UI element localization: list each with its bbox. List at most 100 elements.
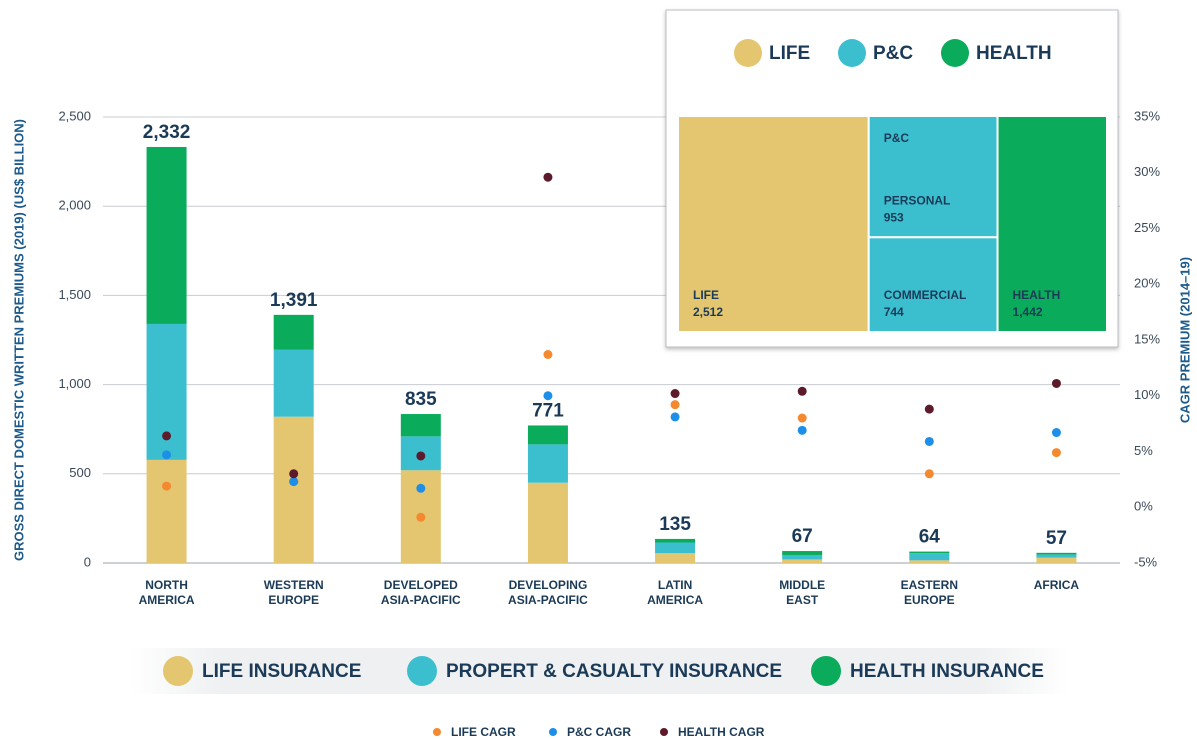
treemap-group-label: P&C — [884, 131, 910, 145]
x-tick-label: NORTH AMERICA — [138, 578, 195, 607]
cagr-dot — [797, 386, 807, 396]
bar-segment — [655, 553, 696, 563]
cagr-dot — [416, 451, 426, 461]
cagr-dot — [670, 400, 680, 410]
bar-segment — [655, 538, 696, 543]
x-tick-label: WESTERN EUROPE — [263, 578, 324, 607]
cagr-dot — [289, 469, 299, 479]
bar-segment — [527, 425, 568, 445]
cagr-dot — [543, 349, 553, 359]
treemap-label: COMMERCIAL — [884, 288, 967, 302]
y-tick-label: 1,500 — [58, 287, 91, 302]
cagr-dot — [162, 431, 172, 441]
y2-tick-label: 0% — [1134, 499, 1153, 514]
cagr-dot — [924, 404, 934, 414]
bar-segment — [909, 560, 950, 563]
inset-legend-label: HEALTH — [976, 43, 1052, 64]
legend-swatch — [407, 656, 437, 686]
total-label: 57 — [1046, 528, 1067, 549]
bar-segment — [146, 459, 187, 563]
cagr-dot — [797, 425, 807, 435]
y-tick-label: 2,000 — [58, 198, 91, 213]
bar-segment — [909, 553, 950, 561]
bar-segment — [782, 554, 823, 560]
y2-tick-label: -5% — [1134, 554, 1158, 569]
bar-segment — [273, 349, 314, 417]
legend-label: LIFE CAGR — [451, 725, 516, 739]
legend-label: LIFE INSURANCE — [202, 661, 361, 682]
total-label: 835 — [405, 389, 437, 410]
treemap-label: PERSONAL — [884, 193, 951, 207]
bar-segment — [146, 146, 187, 324]
bar-segment — [782, 559, 823, 563]
y-tick-label: 1,000 — [58, 376, 91, 391]
legend-label: HEALTH INSURANCE — [850, 661, 1044, 682]
total-label: 771 — [532, 400, 564, 421]
bar-segment — [527, 444, 568, 483]
legend-background — [130, 648, 1070, 694]
total-label: 2,332 — [143, 122, 191, 143]
treemap-cell — [996, 115, 1109, 333]
legend-swatch — [163, 656, 193, 686]
legend-label: PROPERT & CASUALTY INSURANCE — [446, 661, 782, 682]
total-label: 135 — [659, 514, 691, 535]
treemap-value: 953 — [884, 210, 904, 224]
treemap-cell — [677, 115, 870, 333]
legend-label: HEALTH CAGR — [678, 725, 765, 739]
y2-tick-label: 30% — [1134, 164, 1160, 179]
x-tick-label: DEVELOPED ASIA-PACIFIC — [380, 578, 461, 607]
cagr-dot — [416, 483, 426, 493]
cagr-dot — [543, 391, 553, 401]
y2-tick-label: 15% — [1134, 331, 1160, 346]
y2-tick-label: 10% — [1134, 387, 1160, 402]
bar-segment — [273, 314, 314, 350]
x-tick-label: AFRICA — [1033, 578, 1080, 592]
bar-segment — [1036, 554, 1077, 558]
treemap-cell — [867, 115, 999, 239]
legend-swatch — [549, 728, 557, 736]
y2-tick-label: 20% — [1134, 276, 1160, 291]
y-tick-label: 2,500 — [58, 108, 91, 123]
x-tick-label: EASTERN EUROPE — [900, 578, 958, 607]
cagr-dot — [162, 450, 172, 460]
x-tick-label: DEVELOPING ASIA-PACIFIC — [508, 578, 588, 607]
y2-tick-label: 35% — [1134, 108, 1160, 123]
bar-segment — [527, 482, 568, 563]
x-tick-label: LATIN AMERICA — [647, 578, 704, 607]
treemap-label: LIFE — [693, 288, 719, 302]
cagr-dot — [1051, 378, 1061, 388]
cagr-dot — [416, 512, 426, 522]
treemap-value: 1,442 — [1013, 305, 1043, 319]
cagr-dot — [670, 412, 680, 422]
legend-swatch — [433, 728, 441, 736]
cagr-dot — [543, 172, 553, 182]
bar-segment — [909, 551, 950, 554]
cagr-dot — [797, 413, 807, 423]
x-tick-label: MIDDLE EAST — [779, 578, 826, 607]
treemap-value: 2,512 — [693, 305, 723, 319]
total-label: 64 — [919, 527, 941, 548]
y-tick-label: 0 — [84, 554, 91, 569]
total-label: 1,391 — [270, 290, 318, 311]
inset-legend-swatch — [941, 39, 969, 67]
inset-legend-label: P&C — [873, 43, 913, 64]
inset-legend-swatch — [734, 39, 762, 67]
legend-swatch — [811, 656, 841, 686]
treemap-label: HEALTH — [1013, 288, 1061, 302]
bar-segment — [273, 416, 314, 563]
y-axis-label: GROSS DIRECT DOMESTIC WRITTEN PREMIUMS (… — [11, 119, 26, 561]
cagr-dot — [924, 436, 934, 446]
bar-segment — [1036, 557, 1077, 563]
y2-tick-label: 25% — [1134, 220, 1160, 235]
cagr-dot — [289, 477, 299, 487]
bar-segment — [400, 414, 441, 437]
inset-legend-label: LIFE — [769, 43, 810, 64]
y2-tick-label: 5% — [1134, 443, 1153, 458]
total-label: 67 — [792, 526, 813, 547]
y-tick-label: 500 — [69, 465, 91, 480]
bar-segment — [1036, 552, 1077, 555]
cagr-dot — [670, 389, 680, 399]
inset: LIFE P&C HEALTH LIFE 2,512 PERSONAL 953 COMMERC… — [665, 9, 1119, 348]
